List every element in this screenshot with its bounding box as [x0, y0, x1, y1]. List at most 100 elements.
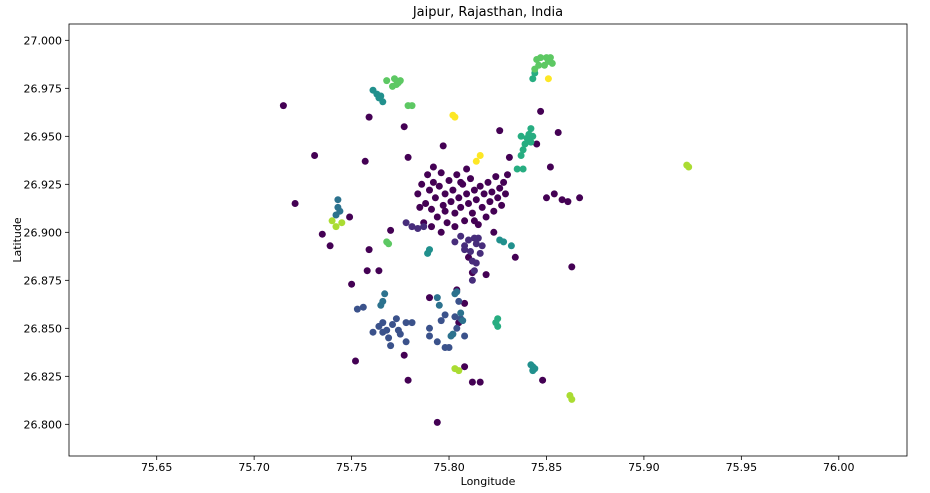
- scatter-point: [513, 165, 521, 173]
- scatter-point: [457, 232, 465, 240]
- scatter-point: [429, 163, 437, 171]
- scatter-point: [529, 132, 537, 140]
- scatter-point: [396, 77, 404, 85]
- scatter-point: [490, 228, 498, 236]
- scatter-point: [445, 344, 453, 351]
- scatter-point: [334, 196, 342, 204]
- scatter-point: [392, 315, 400, 323]
- scatter-point: [519, 146, 527, 154]
- scatter-point: [353, 305, 361, 313]
- scatter-point: [564, 198, 572, 206]
- scatter-point: [492, 319, 500, 327]
- scatter-point: [391, 75, 398, 83]
- scatter-point: [476, 249, 484, 257]
- scatter-point: [428, 223, 435, 231]
- scatter-point: [402, 338, 410, 346]
- scatter-point: [490, 207, 498, 215]
- scatter-point: [472, 157, 480, 165]
- scatter-point: [455, 194, 463, 202]
- scatter-point: [404, 153, 412, 161]
- scatter-point: [486, 198, 494, 206]
- scatter-point: [441, 207, 449, 215]
- scatter-point: [363, 267, 371, 275]
- scatter-point: [484, 178, 492, 186]
- scatter-point: [451, 313, 459, 321]
- scatter-point: [445, 177, 453, 184]
- scatter-point: [326, 242, 334, 250]
- scatter-point: [420, 223, 428, 231]
- scatter-point: [429, 178, 437, 186]
- scatter-point: [402, 219, 410, 227]
- scatter-point: [396, 330, 404, 338]
- x-tick-label: 75.70: [238, 461, 270, 474]
- scatter-point: [318, 230, 326, 238]
- scatter-point: [424, 171, 432, 179]
- x-tick-label: 75.90: [628, 461, 660, 474]
- scatter-point: [416, 203, 424, 211]
- scatter-point: [455, 367, 463, 375]
- scatter-point: [470, 186, 478, 194]
- scatter-point: [527, 125, 535, 133]
- scatter-point: [359, 303, 367, 311]
- scatter-point: [408, 319, 416, 327]
- scatter-point: [468, 378, 476, 386]
- scatter-point: [468, 209, 476, 217]
- scatter-point: [455, 297, 463, 305]
- scatter-point: [478, 242, 486, 250]
- scatter-point: [433, 418, 441, 426]
- scatter-point: [387, 342, 395, 350]
- scatter-point: [554, 129, 562, 136]
- scatter-point: [437, 228, 445, 236]
- scatter-point: [439, 201, 447, 209]
- scatter-point: [332, 223, 340, 231]
- scatter-point: [426, 294, 433, 302]
- scatter-point: [422, 200, 430, 207]
- y-tick-label: 26.850: [24, 322, 63, 335]
- scatter-point: [365, 113, 373, 121]
- scatter-point: [480, 190, 488, 198]
- scatter-point: [472, 240, 480, 248]
- scatter-point: [544, 75, 552, 83]
- scatter-point: [369, 328, 377, 336]
- scatter-point: [435, 301, 443, 309]
- scatter-point: [332, 211, 340, 219]
- scatter-point: [568, 263, 576, 271]
- scatter-point: [482, 213, 490, 221]
- scatter-point: [408, 223, 416, 231]
- scatter-point: [375, 267, 383, 275]
- scatter-point: [449, 186, 457, 194]
- scatter-point: [404, 376, 412, 384]
- scatter-point: [461, 217, 469, 225]
- scatter-point: [400, 351, 408, 359]
- scatter-point: [470, 267, 478, 275]
- scatter-point: [467, 175, 474, 183]
- scatter-point: [482, 271, 490, 279]
- scatter-point: [461, 246, 469, 254]
- scatter-point: [338, 219, 346, 227]
- scatter-point: [291, 200, 299, 207]
- scatter-point: [387, 226, 395, 234]
- scatter-point: [431, 194, 439, 202]
- scatter-point: [505, 153, 513, 161]
- x-tick-label: 76.00: [823, 461, 855, 474]
- scatter-point: [470, 217, 478, 225]
- scatter-point: [488, 188, 496, 196]
- scatter-point: [383, 77, 391, 85]
- scatter-point: [472, 196, 480, 204]
- y-tick-label: 26.900: [24, 226, 63, 239]
- scatter-point: [550, 190, 558, 198]
- scatter-point: [463, 190, 471, 198]
- scatter-point: [529, 75, 537, 83]
- scatter-point: [496, 184, 504, 192]
- points-layer: [279, 54, 693, 426]
- scatter-point: [461, 332, 469, 340]
- scatter-point: [507, 242, 515, 250]
- scatter-point: [437, 169, 445, 177]
- y-tick-label: 26.975: [24, 82, 63, 95]
- scatter-point: [459, 317, 467, 325]
- scatter-point: [441, 311, 449, 319]
- scatter-point: [517, 132, 525, 140]
- scatter-point: [418, 180, 426, 188]
- scatter-point: [457, 178, 465, 186]
- x-axis-title: Longitude: [461, 475, 516, 488]
